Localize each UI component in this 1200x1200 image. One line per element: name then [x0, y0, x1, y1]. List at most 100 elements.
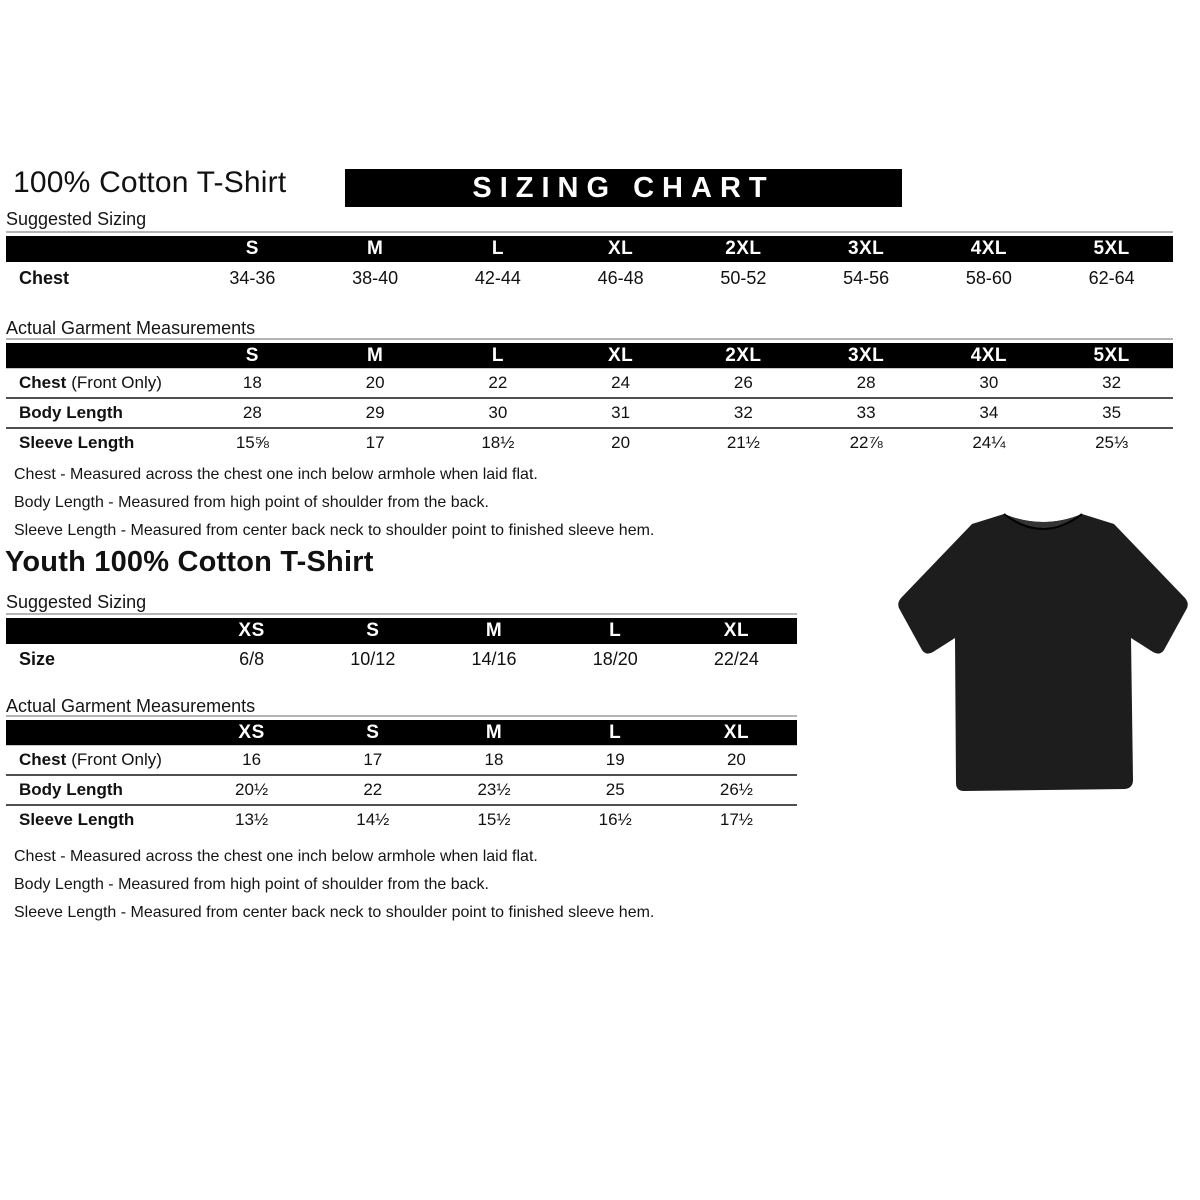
table-row: Sleeve Length 15⅝ 17 18½ 20 21½ 22⅞ 24¼ … — [6, 427, 1173, 457]
table-cell: 32 — [1102, 373, 1122, 392]
youth-suggested-sizing-label: Suggested Sizing — [6, 592, 147, 612]
tshirt-collar-seam — [1003, 513, 1083, 530]
table-cell: 16½ — [598, 810, 632, 829]
table-cell: 17 — [365, 433, 385, 452]
table-cell: 24 — [611, 373, 631, 392]
tshirt-image — [892, 490, 1195, 810]
header-cell: 4XL — [970, 344, 1008, 366]
notes-line-chest: Chest - Measured across the chest one in… — [14, 848, 538, 865]
table-cell: 26 — [733, 373, 753, 392]
table-cell: 38-40 — [352, 267, 399, 288]
table-cell: 16 — [242, 750, 262, 769]
sizing-chart-banner: SIZING CHART — [345, 169, 902, 207]
header-cell: S — [366, 721, 380, 743]
header-cell: XL — [723, 620, 750, 641]
table-cell: 33 — [856, 403, 876, 422]
table-header-row: S M L XL 2XL 3XL 4XL 5XL — [6, 236, 1173, 262]
black-tshirt-graphic — [898, 513, 1188, 791]
header-cell: XL — [607, 238, 634, 259]
table-header-row: XS S M L XL — [6, 618, 797, 644]
table-cell: 10/12 — [350, 648, 396, 669]
table-cell: 17 — [363, 750, 383, 769]
table-cell: 30 — [488, 403, 508, 422]
page-title: 100% Cotton T-Shirt — [13, 166, 287, 199]
row-label: Size — [19, 648, 56, 669]
youth-suggested-sizing-table: XS S M L XL Size 6/8 10/12 14/16 18/20 2… — [6, 613, 797, 674]
table-header-row: S M L XL 2XL 3XL 4XL 5XL — [6, 343, 1173, 369]
table-cell: 22 — [363, 780, 383, 799]
table-cell: 25 — [605, 780, 625, 799]
row-label: Sleeve Length — [19, 433, 135, 452]
row-label: Body Length — [19, 403, 123, 422]
table-cell: 42-44 — [474, 267, 521, 288]
table-cell: 24¼ — [972, 433, 1006, 452]
header-cell: S — [245, 238, 259, 259]
row-label: Chest (Front Only) — [6, 750, 191, 770]
header-cell: M — [366, 344, 384, 366]
notes-line-sleeve: Sleeve Length - Measured from center bac… — [14, 522, 655, 539]
adult-garment-measurements-table: S M L XL 2XL 3XL 4XL 5XL Chest (Front Onl… — [6, 338, 1173, 457]
header-cell: 2XL — [725, 344, 762, 366]
table-cell: 19 — [605, 750, 625, 769]
row-label-text: Chest — [19, 750, 67, 769]
youth-title: Youth 100% Cotton T-Shirt — [5, 546, 374, 578]
header-cell: XS — [238, 620, 265, 641]
table-row: Sleeve Length 13½ 14½ 15½ 16½ 17½ — [6, 804, 797, 834]
table-cell: 35 — [1102, 403, 1122, 422]
table-cell: 20 — [726, 750, 746, 769]
youth-garment-measurements-label: Actual Garment Measurements — [6, 696, 256, 716]
row-label: Chest (Front Only) — [6, 373, 191, 393]
table-cell: 21½ — [726, 433, 760, 452]
table-cell: 23½ — [477, 780, 511, 799]
table-cell: 62-64 — [1088, 267, 1135, 288]
youth-measurement-notes: Chest - Measured across the chest one in… — [14, 843, 654, 927]
notes-line-body: Body Length - Measured from high point o… — [14, 494, 489, 511]
tshirt-body-shape — [898, 514, 1188, 791]
row-label-text: Chest — [19, 373, 67, 392]
table-cell: 20 — [365, 373, 385, 392]
table-cell: 22/24 — [713, 648, 759, 669]
header-cell: 3XL — [847, 344, 885, 366]
header-cell: M — [485, 620, 503, 641]
row-label: Sleeve Length — [19, 810, 135, 829]
sizing-chart-banner-text: SIZING CHART — [472, 171, 775, 204]
table-row: Chest 34-36 38-40 42-44 46-48 50-52 54-5… — [6, 262, 1173, 294]
header-cell: 4XL — [970, 238, 1008, 259]
table-row: Body Length 20½ 22 23½ 25 26½ — [6, 774, 797, 804]
header-cell: 5XL — [1093, 238, 1130, 259]
table-row: Chest (Front Only) 18 20 22 24 26 28 30 3… — [6, 369, 1173, 397]
table-cell: 46-48 — [597, 267, 644, 288]
header-cell: S — [366, 620, 380, 641]
row-label: Body Length — [19, 780, 123, 799]
adult-suggested-sizing-label: Suggested Sizing — [6, 209, 147, 229]
table-cell: 28 — [856, 373, 876, 392]
table-header-row: XS S M L XL — [6, 720, 797, 746]
table-cell: 58-60 — [965, 267, 1012, 288]
table-cell: 31 — [611, 403, 631, 422]
table-cell: 15⅝ — [235, 433, 269, 452]
table-cell: 20 — [611, 433, 631, 452]
header-cell: L — [491, 238, 504, 259]
header-cell: XS — [238, 721, 265, 743]
notes-line-sleeve: Sleeve Length - Measured from center bac… — [14, 904, 655, 921]
table-cell: 34 — [979, 403, 999, 422]
row-label-suffix: (Front Only) — [71, 373, 162, 392]
table-cell: 20½ — [235, 780, 269, 799]
table-cell: 17½ — [719, 810, 753, 829]
table-cell: 6/8 — [239, 648, 265, 669]
row-label: Chest — [19, 267, 70, 288]
table-cell: 30 — [979, 373, 999, 392]
table-cell: 34-36 — [229, 267, 276, 288]
table-cell: 50-52 — [720, 267, 767, 288]
table-cell: 15½ — [477, 810, 511, 829]
header-cell: S — [245, 344, 259, 366]
table-cell: 14/16 — [471, 648, 517, 669]
header-cell: XL — [607, 344, 634, 366]
header-cell: 5XL — [1093, 344, 1130, 366]
youth-garment-measurements-table: XS S M L XL Chest (Front Only) 16 17 18 1… — [6, 715, 797, 834]
table-cell: 28 — [242, 403, 262, 422]
table-cell: 22 — [488, 373, 508, 392]
table-cell: 18 — [242, 373, 262, 392]
table-row: Size 6/8 10/12 14/16 18/20 22/24 — [6, 644, 797, 674]
